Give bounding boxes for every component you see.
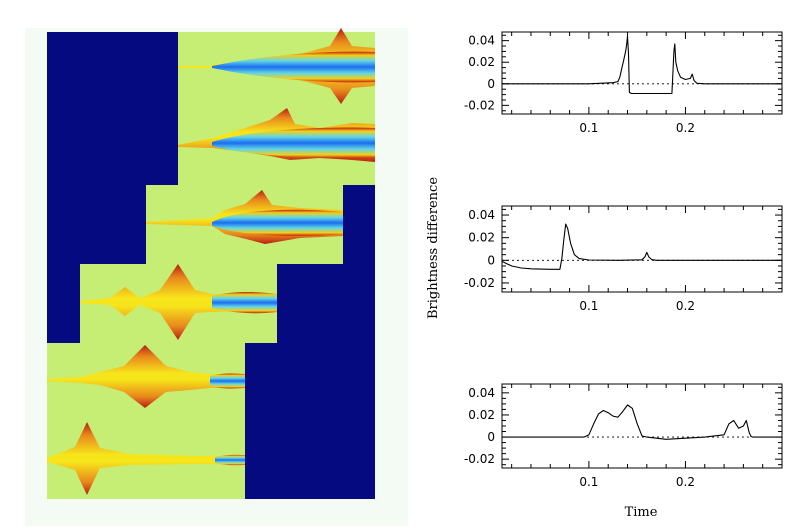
x-tick-label: 0.1 — [579, 475, 598, 489]
y-tick-label: 0.04 — [468, 208, 495, 222]
x-tick-label: 0.1 — [579, 299, 598, 313]
light-curve-panel-3: 0.04 0.02 0 -0.02 0.1 0.2 — [464, 383, 783, 489]
y-tick-label: -0.02 — [464, 452, 495, 466]
xlabel-time: Time — [625, 505, 658, 520]
x-tick-label: 0.1 — [579, 121, 598, 135]
light-curve-line — [502, 404, 782, 440]
caustic-streak-4 — [80, 264, 277, 340]
x-tick-label: 0.2 — [676, 121, 695, 135]
map-mask-left — [47, 32, 178, 343]
y-tick-label: 0.02 — [468, 231, 495, 245]
light-curve-panels: 0.04 0.02 0 -0.02 0.1 0.2 0.04 0.02 0 -0.02 0.1 0.2… — [464, 31, 783, 489]
y-tick-label: 0.02 — [468, 408, 495, 422]
ylabel-brightness-difference: Brightness difference — [426, 177, 441, 319]
light-curve-line — [502, 35, 782, 95]
plot-frame — [501, 31, 783, 115]
y-tick-label: -0.02 — [464, 98, 495, 112]
caustic-streak-1 — [178, 28, 375, 104]
y-tick-label: 0 — [487, 77, 495, 91]
plot-frame — [501, 383, 783, 469]
y-tick-label: 0.04 — [468, 386, 495, 400]
magnification-map-panel — [25, 28, 408, 526]
caustic-streak-5 — [47, 345, 245, 408]
x-tick-label: 0.2 — [676, 475, 695, 489]
y-tick-label: 0 — [487, 430, 495, 444]
x-tick-label: 0.2 — [676, 299, 695, 313]
light-curve-panel-1: 0.04 0.02 0 -0.02 0.1 0.2 — [464, 31, 783, 135]
y-tick-label: -0.02 — [464, 276, 495, 290]
light-curve-line — [501, 223, 782, 270]
caustic-streak-3 — [146, 190, 343, 244]
map-mask-right — [245, 185, 375, 499]
light-curve-panel-2: 0.04 0.02 0 -0.02 0.1 0.2 — [464, 205, 783, 313]
y-tick-label: 0.04 — [468, 34, 495, 48]
y-tick-label: 0.02 — [468, 55, 495, 69]
caustic-streak-2 — [178, 108, 375, 162]
plot-frame — [501, 205, 783, 293]
y-tick-label: 0 — [487, 253, 495, 267]
caustic-streak-6 — [47, 422, 245, 495]
